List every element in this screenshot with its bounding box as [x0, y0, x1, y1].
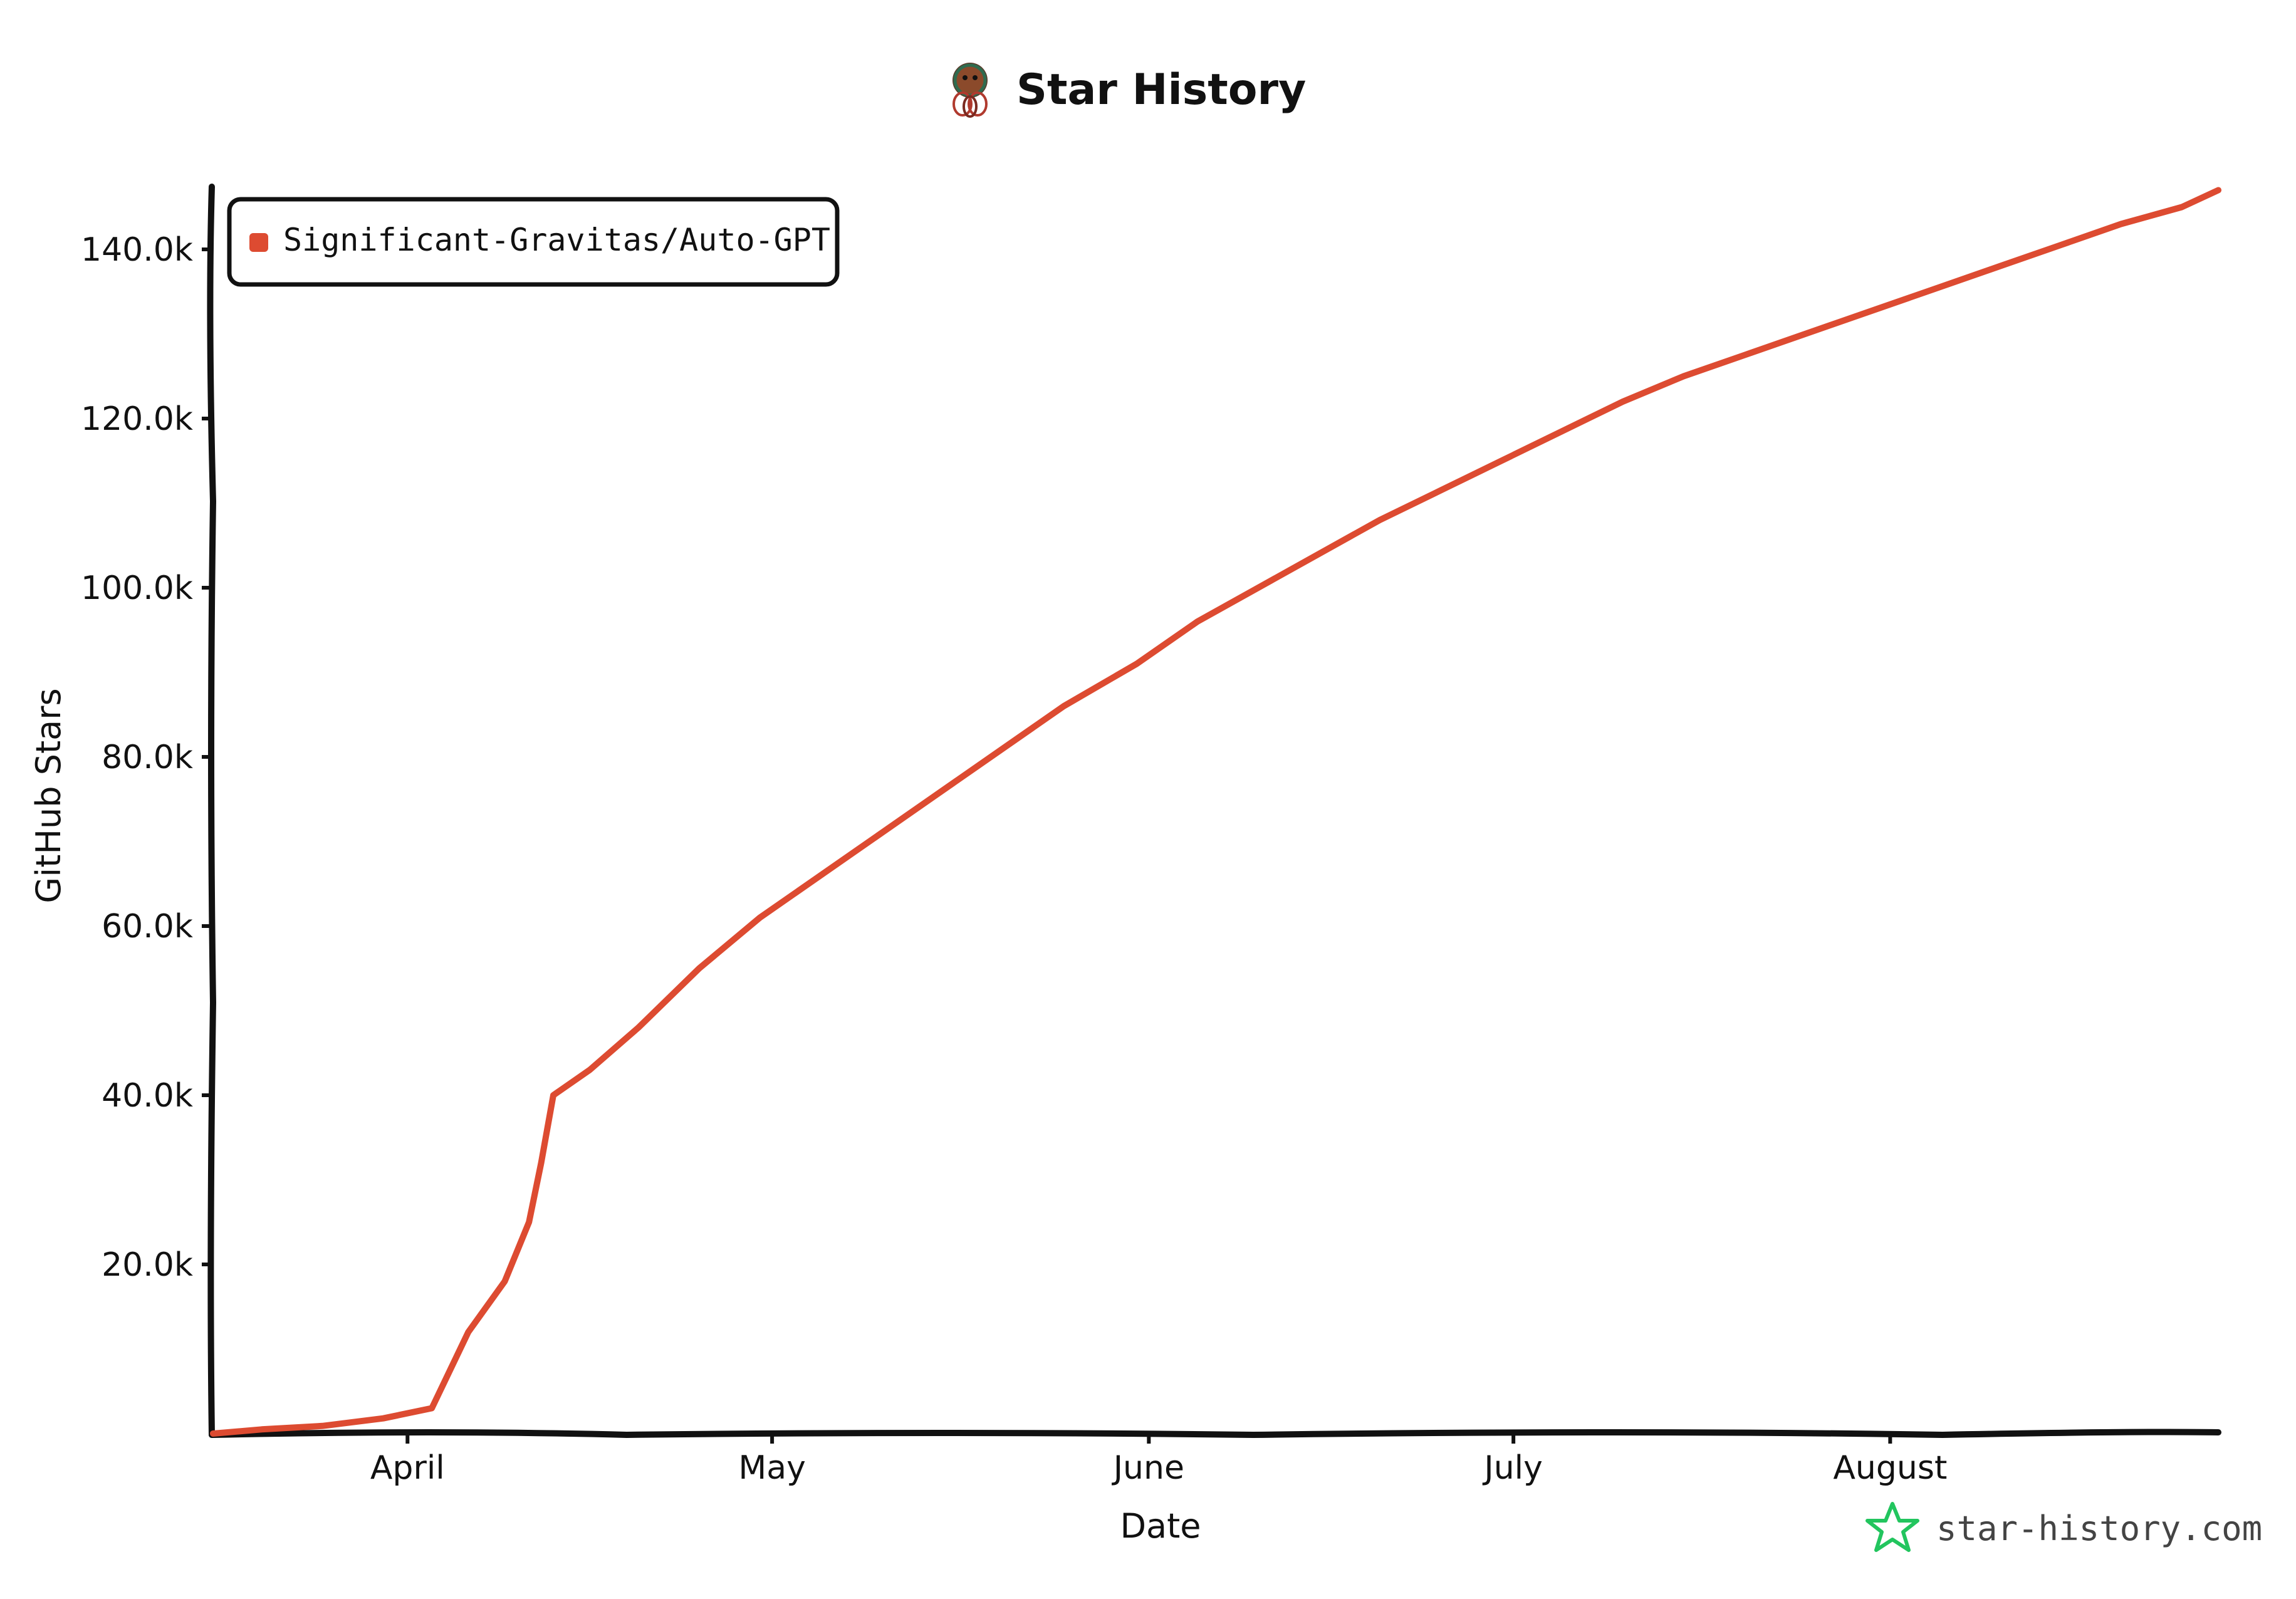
chart-title-group: Star History	[952, 63, 1306, 118]
series-line	[210, 187, 2221, 1437]
y-axis-label: GitHub Stars	[29, 688, 68, 903]
legend-swatch	[249, 233, 268, 252]
y-axis-ticks: 20.0k 40.0k 60.0k 80.0k 100.0k 120.0k 140.0k	[81, 231, 213, 1284]
x-axis-ticks: April May June July August	[370, 1434, 1947, 1487]
chart-title: Star History	[1016, 65, 1306, 115]
watermark: star-history.com	[1866, 1502, 2262, 1552]
x-axis-label: Date	[1120, 1506, 1201, 1546]
x-tick-label: August	[1833, 1449, 1947, 1487]
legend-box	[227, 197, 840, 287]
x-tick-label: May	[738, 1449, 806, 1487]
x-axis-line	[209, 1429, 2221, 1439]
y-tick-label: 60.0k	[102, 908, 193, 945]
y-tick-label: 140.0k	[81, 231, 193, 269]
x-tick-label: June	[1112, 1449, 1184, 1487]
x-tick-label: July	[1482, 1449, 1543, 1487]
axes	[207, 184, 2221, 1439]
octopus-logo-icon	[952, 63, 988, 118]
legend-label: Significant-Gravitas/Auto-GPT	[283, 222, 830, 258]
star-outline-icon	[1866, 1502, 1919, 1552]
y-tick-label: 80.0k	[102, 739, 193, 776]
y-tick-label: 100.0k	[81, 570, 193, 607]
y-axis-line	[207, 184, 217, 1438]
y-tick-label: 120.0k	[81, 400, 193, 438]
y-tick-label: 40.0k	[102, 1077, 193, 1115]
series-layer	[210, 187, 2221, 1437]
watermark-text: star-history.com	[1936, 1509, 2262, 1548]
legend: Significant-Gravitas/Auto-GPT	[227, 197, 840, 287]
y-tick-label: 20.0k	[102, 1246, 193, 1284]
x-tick-label: April	[370, 1449, 445, 1487]
